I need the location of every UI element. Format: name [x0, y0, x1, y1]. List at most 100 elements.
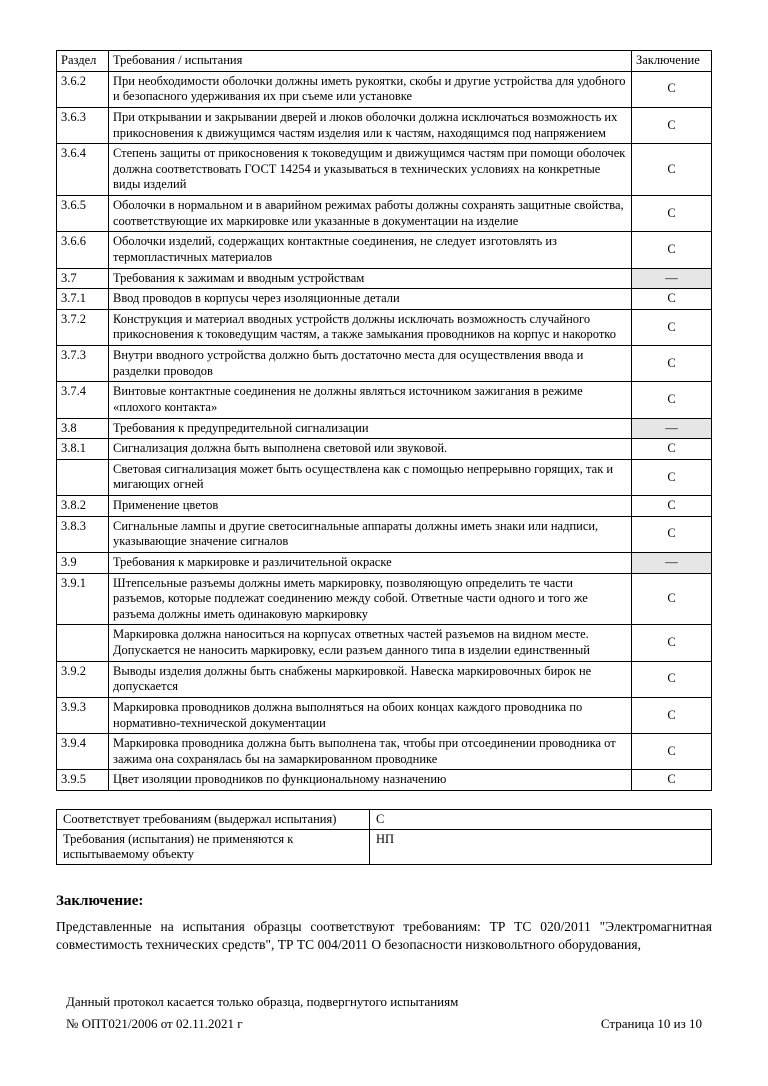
cell-requirement: Оболочки в нормальном и в аварийном режи… [109, 196, 632, 232]
cell-section: 3.6.2 [57, 71, 109, 107]
cell-conclusion: С [632, 625, 712, 661]
cell-section: 3.6.6 [57, 232, 109, 268]
cell-conclusion: С [632, 496, 712, 517]
table-row: 3.8Требования к предупредительной сигнал… [57, 418, 712, 439]
table-row: 3.7Требования к зажимам и вводным устрой… [57, 268, 712, 289]
table-row: 3.8.3Сигнальные лампы и другие светосигн… [57, 516, 712, 552]
cell-section: 3.9.3 [57, 697, 109, 733]
cell-requirement: Требования к предупредительной сигнализа… [109, 418, 632, 439]
cell-conclusion: С [632, 196, 712, 232]
table-row: 3.9.2Выводы изделия должны быть снабжены… [57, 661, 712, 697]
cell-section: 3.7.3 [57, 346, 109, 382]
cell-conclusion: С [632, 697, 712, 733]
table-row: 3.9.1Штепсельные разъемы должны иметь ма… [57, 573, 712, 625]
cell-requirement: Винтовые контактные соединения не должны… [109, 382, 632, 418]
table-row: 3.6.3При открывании и закрывании дверей … [57, 107, 712, 143]
cell-conclusion: С [632, 232, 712, 268]
cell-conclusion: С [632, 459, 712, 495]
table-row: 3.9.3Маркировка проводников должна выпол… [57, 697, 712, 733]
cell-conclusion: С [632, 71, 712, 107]
cell-section: 3.9.2 [57, 661, 109, 697]
cell-conclusion: С [632, 734, 712, 770]
table-row: 3.9.4Маркировка проводника должна быть в… [57, 734, 712, 770]
cell-requirement: Выводы изделия должны быть снабжены марк… [109, 661, 632, 697]
cell-requirement: Требования к зажимам и вводным устройств… [109, 268, 632, 289]
footer-bar: № ОПТ021/2006 от 02.11.2021 г Страница 1… [66, 1016, 702, 1032]
cell-requirement: Ввод проводов в корпусы через изоляционн… [109, 289, 632, 310]
legend-label: Требования (испытания) не применяются к … [57, 830, 370, 865]
header-section: Раздел [57, 51, 109, 72]
cell-section: 3.6.4 [57, 144, 109, 196]
table-row: 3.6.6Оболочки изделий, содержащих контак… [57, 232, 712, 268]
cell-requirement: Конструкция и материал вводных устройств… [109, 309, 632, 345]
cell-conclusion: С [632, 770, 712, 791]
legend-label: Соответствует требованиям (выдержал испы… [57, 810, 370, 830]
cell-requirement: Сигнальные лампы и другие светосигнальны… [109, 516, 632, 552]
table-row: 3.8.2Применение цветовС [57, 496, 712, 517]
cell-requirement: При открывании и закрывании дверей и люк… [109, 107, 632, 143]
conclusion-text: Представленные на испытания образцы соот… [56, 918, 712, 954]
header-conclusion: Заключение [632, 51, 712, 72]
cell-section: 3.6.5 [57, 196, 109, 232]
cell-requirement: Степень защиты от прикосновения к токове… [109, 144, 632, 196]
cell-requirement: Требования к маркировке и различительной… [109, 552, 632, 573]
cell-requirement: Цвет изоляции проводников по функциональ… [109, 770, 632, 791]
cell-section [57, 459, 109, 495]
cell-section: 3.7.2 [57, 309, 109, 345]
table-row: 3.9.5Цвет изоляции проводников по функци… [57, 770, 712, 791]
cell-conclusion: С [632, 573, 712, 625]
cell-conclusion: С [632, 107, 712, 143]
cell-conclusion: С [632, 382, 712, 418]
table-row: 3.7.2Конструкция и материал вводных устр… [57, 309, 712, 345]
table-row: Световая сигнализация может быть осущест… [57, 459, 712, 495]
cell-conclusion: С [632, 309, 712, 345]
table-row: 3.9Требования к маркировке и различитель… [57, 552, 712, 573]
cell-conclusion: С [632, 439, 712, 460]
conclusion-heading: Заключение: [56, 893, 712, 910]
cell-conclusion: С [632, 346, 712, 382]
legend-row: Требования (испытания) не применяются к … [57, 830, 712, 865]
cell-conclusion: С [632, 661, 712, 697]
cell-requirement: Маркировка проводника должна быть выполн… [109, 734, 632, 770]
cell-section: 3.6.3 [57, 107, 109, 143]
table-row: 3.7.4Винтовые контактные соединения не д… [57, 382, 712, 418]
cell-section: 3.8.3 [57, 516, 109, 552]
table-header-row: Раздел Требования / испытания Заключение [57, 51, 712, 72]
cell-requirement: Оболочки изделий, содержащих контактные … [109, 232, 632, 268]
table-row: 3.7.1Ввод проводов в корпусы через изоля… [57, 289, 712, 310]
table-row: Маркировка должна наноситься на корпусах… [57, 625, 712, 661]
cell-section: 3.9.5 [57, 770, 109, 791]
cell-section: 3.8.2 [57, 496, 109, 517]
cell-requirement: Внутри вводного устройства должно быть д… [109, 346, 632, 382]
legend-code: С [370, 810, 712, 830]
cell-conclusion: С [632, 289, 712, 310]
footer-right: Страница 10 из 10 [601, 1016, 702, 1032]
cell-requirement: Сигнализация должна быть выполнена свето… [109, 439, 632, 460]
cell-conclusion: — [632, 268, 712, 289]
cell-requirement: Маркировка проводников должна выполнятьс… [109, 697, 632, 733]
footer-left: № ОПТ021/2006 от 02.11.2021 г [66, 1016, 243, 1032]
cell-section: 3.8 [57, 418, 109, 439]
legend-row: Соответствует требованиям (выдержал испы… [57, 810, 712, 830]
cell-conclusion: С [632, 144, 712, 196]
footer-note: Данный протокол касается только образца,… [66, 994, 712, 1010]
legend-table: Соответствует требованиям (выдержал испы… [56, 809, 712, 865]
cell-section: 3.7.1 [57, 289, 109, 310]
cell-conclusion: — [632, 552, 712, 573]
cell-requirement: При необходимости оболочки должны иметь … [109, 71, 632, 107]
cell-conclusion: — [632, 418, 712, 439]
table-row: 3.6.5Оболочки в нормальном и в аварийном… [57, 196, 712, 232]
cell-section: 3.8.1 [57, 439, 109, 460]
table-row: 3.7.3Внутри вводного устройства должно б… [57, 346, 712, 382]
header-requirement: Требования / испытания [109, 51, 632, 72]
table-row: 3.6.2При необходимости оболочки должны и… [57, 71, 712, 107]
legend-code: НП [370, 830, 712, 865]
table-row: 3.8.1Сигнализация должна быть выполнена … [57, 439, 712, 460]
cell-section [57, 625, 109, 661]
requirements-table: Раздел Требования / испытания Заключение… [56, 50, 712, 791]
cell-section: 3.7.4 [57, 382, 109, 418]
cell-requirement: Применение цветов [109, 496, 632, 517]
cell-section: 3.9.1 [57, 573, 109, 625]
cell-requirement: Штепсельные разъемы должны иметь маркиро… [109, 573, 632, 625]
cell-requirement: Маркировка должна наноситься на корпусах… [109, 625, 632, 661]
